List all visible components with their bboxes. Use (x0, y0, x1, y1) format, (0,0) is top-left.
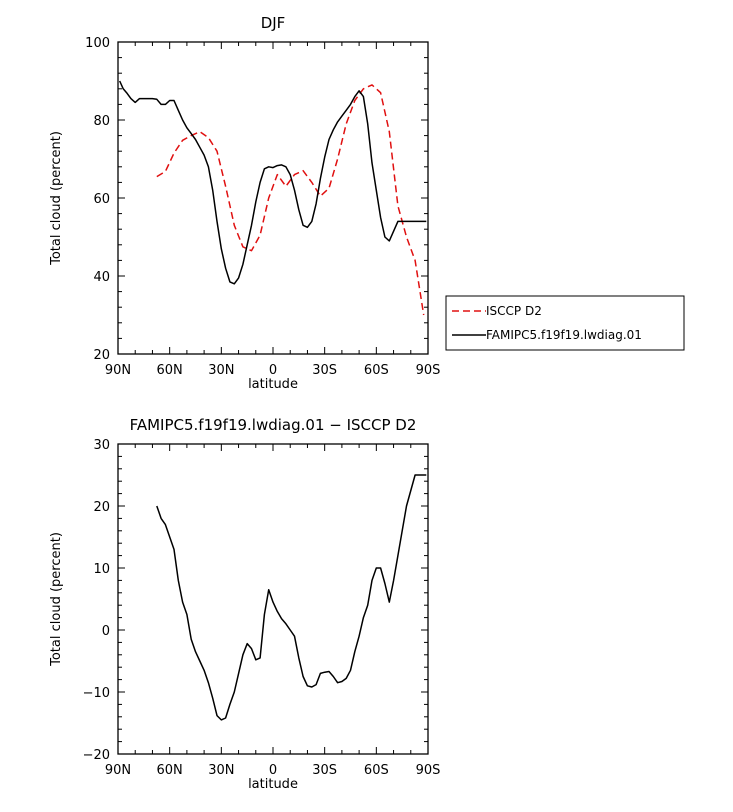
series-line-0 (156, 84, 425, 316)
chart-title: DJF (261, 14, 286, 32)
y-tick-label: 20 (93, 500, 110, 515)
plot-frame (117, 443, 429, 755)
x-tick-label: 90N (105, 763, 131, 778)
x-tick-label: 60S (364, 763, 389, 778)
y-axis-label: Total cloud (percent) (49, 532, 64, 667)
x-tick-label: 60N (157, 363, 183, 378)
series-line-0 (156, 474, 427, 721)
legend-label-0: ISCCP D2 (486, 304, 542, 318)
y-tick-label: −10 (83, 686, 110, 701)
chart-title: FAMIPC5.f19f19.lwdiag.01 − ISCCP D2 (130, 416, 417, 434)
series-line-1 (119, 80, 427, 285)
y-tick-label: −20 (83, 748, 110, 763)
y-tick-label: 0 (102, 624, 110, 639)
x-tick-label: 0 (269, 763, 277, 778)
y-tick-label: 100 (85, 36, 110, 51)
legend-box (445, 295, 685, 351)
x-tick-label: 30N (208, 763, 234, 778)
plot-frame (117, 41, 429, 355)
x-tick-label: 90N (105, 363, 131, 378)
y-axis-label: Total cloud (percent) (49, 131, 64, 266)
x-axis-label: latitude (248, 377, 298, 392)
x-tick-label: 90S (416, 763, 441, 778)
x-axis-label: latitude (248, 777, 298, 792)
x-tick-label: 30S (312, 363, 337, 378)
x-tick-label: 60N (157, 763, 183, 778)
y-tick-label: 20 (93, 348, 110, 363)
x-tick-label: 60S (364, 363, 389, 378)
y-tick-label: 40 (93, 270, 110, 285)
legend-label-1: FAMIPC5.f19f19.lwdiag.01 (486, 328, 642, 342)
top-chart: DJF 90N 60N 30N 0 30S 60S 90S 20 40 60 80 100 latitud… (49, 14, 685, 392)
x-tick-label: 30N (208, 363, 234, 378)
y-tick-label: 80 (93, 114, 110, 129)
x-tick-label: 0 (269, 363, 277, 378)
x-tick-label: 90S (416, 363, 441, 378)
y-tick-label: 10 (93, 562, 110, 577)
bottom-chart: FAMIPC5.f19f19.lwdiag.01 − ISCCP D2 90N 60… (49, 416, 440, 792)
x-tick-label: 30S (312, 763, 337, 778)
y-tick-label: 30 (93, 438, 110, 453)
y-tick-label: 60 (93, 192, 110, 207)
